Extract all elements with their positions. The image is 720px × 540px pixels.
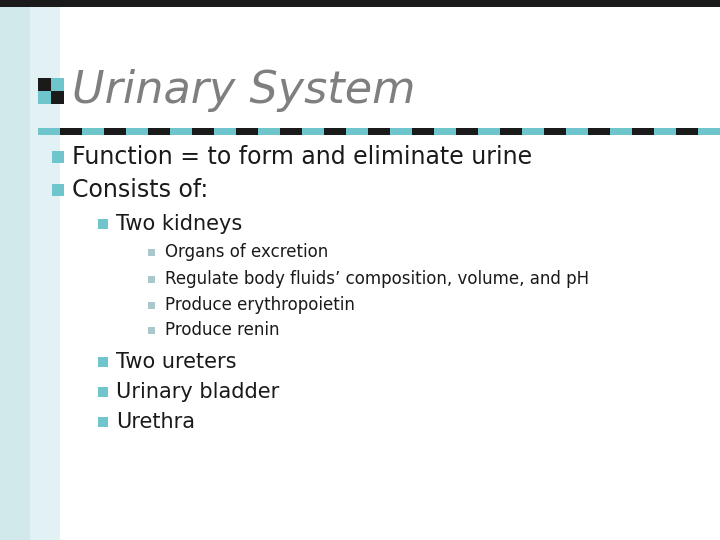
Bar [38,91,51,104]
Bar [148,301,155,308]
Bar [0,0,30,540]
Bar [632,128,654,135]
Bar [412,128,434,135]
Bar [148,275,155,282]
Bar [302,128,324,135]
Bar [676,128,698,135]
Bar [698,128,720,135]
Bar [51,91,64,104]
Bar [258,128,280,135]
Text: Organs of excretion: Organs of excretion [165,243,328,261]
Text: Two ureters: Two ureters [116,352,236,372]
Bar [522,128,544,135]
Bar [148,248,155,255]
Bar [566,128,588,135]
Bar [654,128,676,135]
Text: Urethra: Urethra [116,412,195,432]
Bar [30,0,60,540]
Bar [214,128,236,135]
Bar [500,128,522,135]
Bar [104,128,126,135]
Bar [390,128,412,135]
Bar [51,78,64,91]
Bar [0,0,720,7]
Bar [170,128,192,135]
Bar [610,128,632,135]
Text: Produce erythropoietin: Produce erythropoietin [165,296,355,314]
Text: Urinary System: Urinary System [72,69,415,111]
Text: Regulate body fluids’ composition, volume, and pH: Regulate body fluids’ composition, volum… [165,270,589,288]
Bar [38,128,60,135]
Bar [98,219,108,229]
Text: Urinary bladder: Urinary bladder [116,382,279,402]
Bar [98,387,108,397]
Bar [544,128,566,135]
Bar [52,184,64,196]
Bar [192,128,214,135]
Bar [38,78,51,91]
Text: Consists of:: Consists of: [72,178,208,202]
Bar [60,128,82,135]
Bar [98,417,108,427]
Bar [148,128,170,135]
Bar [456,128,478,135]
Bar [478,128,500,135]
Text: Function = to form and eliminate urine: Function = to form and eliminate urine [72,145,532,169]
Text: Produce renin: Produce renin [165,321,279,339]
Bar [126,128,148,135]
Bar [98,357,108,367]
Text: Two kidneys: Two kidneys [116,214,242,234]
Bar [324,128,346,135]
Bar [368,128,390,135]
Bar [588,128,610,135]
Bar [52,151,64,163]
Bar [148,327,155,334]
Bar [236,128,258,135]
Bar [346,128,368,135]
Bar [82,128,104,135]
Bar [280,128,302,135]
Bar [434,128,456,135]
